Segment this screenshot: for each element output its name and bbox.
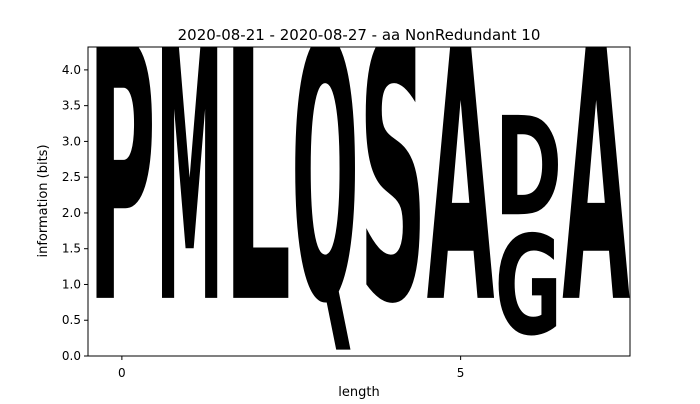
chart-title: 2020-08-21 - 2020-08-27 - aa NonRedundan… [178, 26, 541, 44]
logo-letter-m: M [156, 0, 224, 383]
y-tick-label: 3.5 [62, 99, 81, 113]
y-axis-label: information (bits) [36, 144, 51, 257]
x-tick-label: 5 [457, 366, 465, 380]
y-tick-label: 2.0 [62, 206, 81, 220]
logo-letter-d: D [495, 89, 563, 247]
logo-letter-q: Q [291, 0, 359, 382]
logo-letter-p: P [88, 0, 156, 383]
y-tick-label: 4.0 [62, 63, 81, 77]
x-axis-label: length [338, 385, 379, 400]
y-tick-label: 1.5 [62, 242, 81, 256]
logo-letter-a: A [427, 0, 495, 382]
logo-letter-l: L [224, 0, 292, 382]
y-tick-label: 3.0 [62, 134, 81, 148]
y-axis: 0.0 0.5 1.0 1.5 2.0 2.5 3.0 3.5 4.0 [62, 63, 88, 363]
letters-layer: P M L Q S A GD A [88, 0, 630, 383]
y-tick-label: 0.0 [62, 349, 81, 363]
logo-letter-a: A [562, 0, 630, 382]
x-tick-label: 0 [118, 366, 126, 380]
y-tick-label: 0.5 [62, 313, 81, 327]
y-tick-label: 1.0 [62, 277, 81, 291]
y-tick-label: 2.5 [62, 170, 81, 184]
plot-frame [87, 46, 631, 357]
logo-letter-g: G [495, 206, 563, 366]
logo-letter-s: S [359, 0, 427, 383]
